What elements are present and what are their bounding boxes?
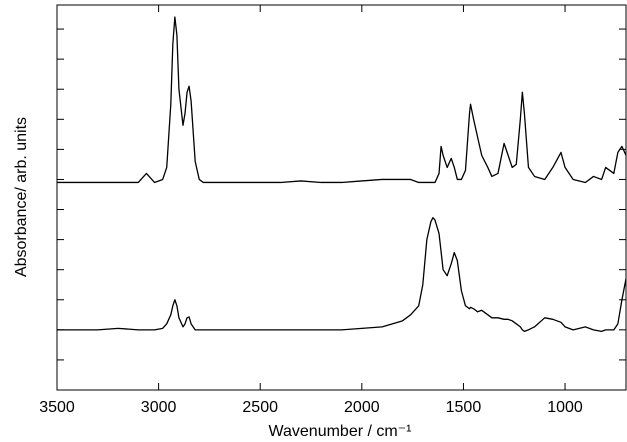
x-tick-label: 3500 xyxy=(39,399,75,416)
x-tick-label: 1000 xyxy=(547,399,583,416)
x-tick-label: 2000 xyxy=(344,399,380,416)
x-axis-label: Wavenumber / cm⁻¹ xyxy=(269,423,412,440)
x-tick-label: 1500 xyxy=(446,399,482,416)
x-tick-label: 3000 xyxy=(141,399,177,416)
y-axis-label: Absorbance/ arb. units xyxy=(13,117,30,277)
x-tick-label: 2500 xyxy=(242,399,278,416)
spectrum-line xyxy=(57,16,627,184)
spectrum-line xyxy=(57,217,627,332)
plot-frame xyxy=(56,4,627,391)
